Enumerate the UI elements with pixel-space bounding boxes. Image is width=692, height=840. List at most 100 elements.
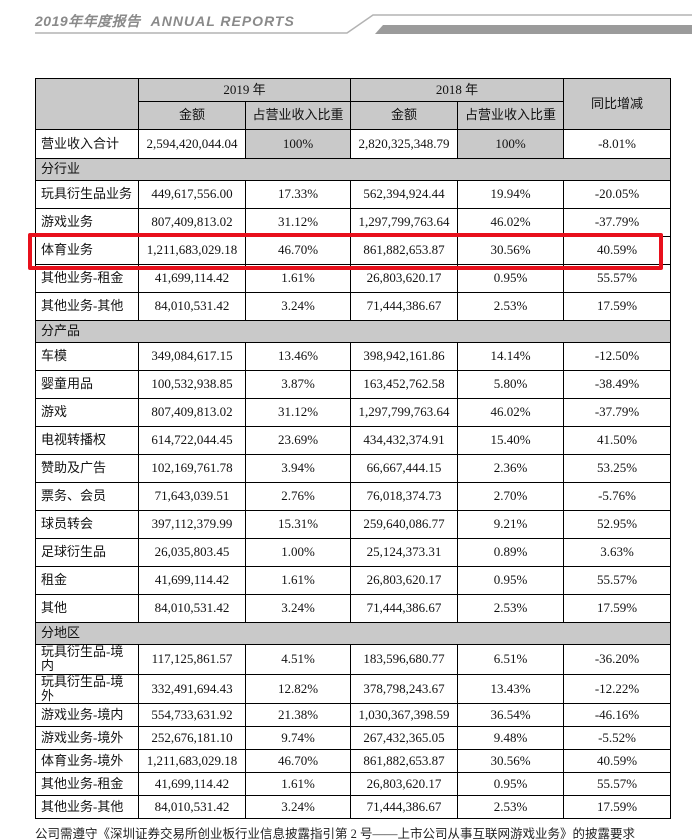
- yoy-change: -37.79%: [563, 208, 672, 237]
- amount-2019: 554,733,631.92: [138, 703, 246, 728]
- section-title: 分行业: [34, 158, 672, 181]
- pct-2019: 100%: [244, 129, 352, 159]
- amount-2018: 378,798,243.67: [350, 673, 459, 705]
- yoy-change: -12.22%: [563, 673, 672, 705]
- amount-2019: 100,532,938.85: [138, 370, 246, 399]
- amount-2018: 861,882,653.87: [350, 749, 459, 774]
- amount-2018: 66,667,444.15: [350, 454, 459, 483]
- col-header-yoy: 同比增减: [563, 78, 672, 130]
- row-label: 车模: [35, 342, 139, 371]
- pct-2019: 13.46%: [244, 342, 352, 371]
- col-header-amount-2019: 金额: [138, 101, 246, 130]
- page-header: 2019年年度报告 ANNUAL REPORTS: [0, 0, 692, 46]
- amount-2019: 84,010,531.42: [138, 594, 246, 623]
- total-revenue-row: 营业收入合计 2,594,420,044.04 100% 2,820,325,3…: [35, 129, 672, 159]
- pct-2019: 1.61%: [244, 772, 352, 797]
- row-label: 玩具衍生品-境内: [35, 644, 139, 675]
- pct-2018: 5.80%: [457, 370, 565, 399]
- pct-2018: 9.48%: [457, 726, 565, 751]
- pct-2019: 1.61%: [244, 264, 352, 293]
- yoy-change: -38.49%: [563, 370, 672, 399]
- pct-2019: 12.82%: [244, 673, 352, 705]
- table-row: 其他业务-其他 84,010,531.42 3.24% 71,444,386.67 2.…: [35, 795, 672, 820]
- pct-2018: 6.51%: [457, 644, 565, 675]
- amount-2019: 614,722,044.45: [138, 426, 246, 455]
- pct-2018: 46.02%: [457, 398, 565, 427]
- table-header-sub-row: 金额 占营业收入比重 金额 占营业收入比重: [36, 101, 671, 130]
- amount-2019: 252,676,181.10: [138, 726, 246, 751]
- pct-2019: 31.12%: [244, 398, 352, 427]
- yoy-change: -36.20%: [563, 644, 672, 675]
- amount-2019: 332,491,694.43: [138, 673, 246, 705]
- amount-2019: 84,010,531.42: [138, 292, 246, 321]
- amount-2018: 76,018,374.73: [350, 482, 459, 511]
- row-label: 其他业务-其他: [35, 292, 139, 321]
- amount-2019: 807,409,813.02: [138, 398, 246, 427]
- pct-2019: 17.33%: [244, 180, 352, 209]
- page-title-zh: 2019年年度报告: [35, 13, 141, 29]
- amount-2018: 163,452,762.58: [350, 370, 459, 399]
- table-row: 车模 349,084,617.15 13.46% 398,942,161.86 14.1…: [35, 342, 672, 371]
- amount-2018: 259,640,086.77: [350, 510, 459, 539]
- pct-2019: 46.70%: [244, 749, 352, 774]
- amount-2019: 84,010,531.42: [138, 795, 246, 820]
- table-row: 其他业务-租金 41,699,114.42 1.61% 26,803,620.17 0.…: [35, 264, 672, 293]
- row-label: 玩具衍生品业务: [35, 180, 139, 209]
- pct-2019: 31.12%: [244, 208, 352, 237]
- col-header-amount-2018: 金额: [350, 101, 459, 130]
- pct-2018: 36.54%: [457, 703, 565, 728]
- table-row: 玩具衍生品业务 449,617,556.00 17.33% 562,394,924.4…: [35, 180, 672, 209]
- amount-2019: 117,125,861.57: [138, 644, 246, 675]
- pct-2018: 0.95%: [457, 264, 565, 293]
- amount-2018: 1,297,799,763.64: [350, 208, 459, 237]
- yoy-change: -20.05%: [563, 180, 672, 209]
- pct-2018: 2.70%: [457, 482, 565, 511]
- pct-2018: 2.53%: [457, 795, 565, 820]
- amount-2019: 41,699,114.42: [138, 772, 246, 797]
- pct-2018: 9.21%: [457, 510, 565, 539]
- header-decoration-line: [35, 14, 692, 34]
- table-row: 票务、会员 71,643,039.51 2.76% 76,018,374.73 2.70…: [35, 482, 672, 511]
- amount-2018: 71,444,386.67: [350, 594, 459, 623]
- yoy-change: -37.79%: [563, 398, 672, 427]
- amount-2018: 2,820,325,348.79: [350, 129, 459, 159]
- pct-2019: 3.87%: [244, 370, 352, 399]
- table-row: 玩具衍生品-境内 117,125,861.57 4.51% 183,596,680.7…: [35, 644, 672, 675]
- yoy-change: 55.57%: [563, 264, 672, 293]
- corner-cell: [35, 78, 139, 130]
- pct-2019: 4.51%: [244, 644, 352, 675]
- row-label: 游戏业务: [35, 208, 139, 237]
- footnote: 公司需遵守《深圳证券交易所创业板行业信息披露指引第 2 号——上市公司从事互联网…: [35, 827, 636, 840]
- yoy-change: 40.59%: [563, 236, 672, 265]
- row-label: 体育业务: [35, 236, 139, 265]
- amount-2018: 562,394,924.44: [350, 180, 459, 209]
- amount-2018: 71,444,386.67: [350, 795, 459, 820]
- pct-2019: 9.74%: [244, 726, 352, 751]
- pct-2019: 3.24%: [244, 292, 352, 321]
- table-row: 游戏业务-境内 554,733,631.92 21.38% 1,030,367,398…: [35, 703, 672, 728]
- pct-2018: 15.40%: [457, 426, 565, 455]
- pct-2019: 1.00%: [244, 538, 352, 567]
- col-header-2019: 2019 年: [137, 78, 352, 102]
- pct-2019: 3.24%: [244, 795, 352, 820]
- yoy-change: 3.63%: [563, 538, 672, 567]
- section-title: 分地区: [34, 622, 672, 645]
- amount-2018: 25,124,373.31: [350, 538, 459, 567]
- yoy-change: -8.01%: [563, 129, 672, 159]
- pct-2018: 19.94%: [457, 180, 565, 209]
- amount-2019: 71,643,039.51: [138, 482, 246, 511]
- table-row: 婴童用品 100,532,938.85 3.87% 163,452,762.58 5.8…: [35, 370, 672, 399]
- row-label: 租金: [35, 566, 139, 595]
- page-title-en: ANNUAL REPORTS: [150, 13, 295, 29]
- row-label: 电视转播权: [35, 426, 139, 455]
- table-row: 租金 41,699,114.42 1.61% 26,803,620.17 0.95% 55…: [35, 566, 672, 595]
- amount-2018: 26,803,620.17: [350, 772, 459, 797]
- table-row: 球员转会 397,112,379.99 15.31% 259,640,086.77 9.…: [35, 510, 672, 539]
- yoy-change: 17.59%: [563, 795, 672, 820]
- table-row: 体育业务 1,211,683,029.18 46.70% 861,882,653.87…: [35, 236, 672, 265]
- amount-2019: 2,594,420,044.04: [138, 129, 246, 159]
- pct-2018: 30.56%: [457, 749, 565, 774]
- amount-2018: 26,803,620.17: [350, 264, 459, 293]
- amount-2018: 1,297,799,763.64: [350, 398, 459, 427]
- pct-2018: 100%: [457, 129, 565, 159]
